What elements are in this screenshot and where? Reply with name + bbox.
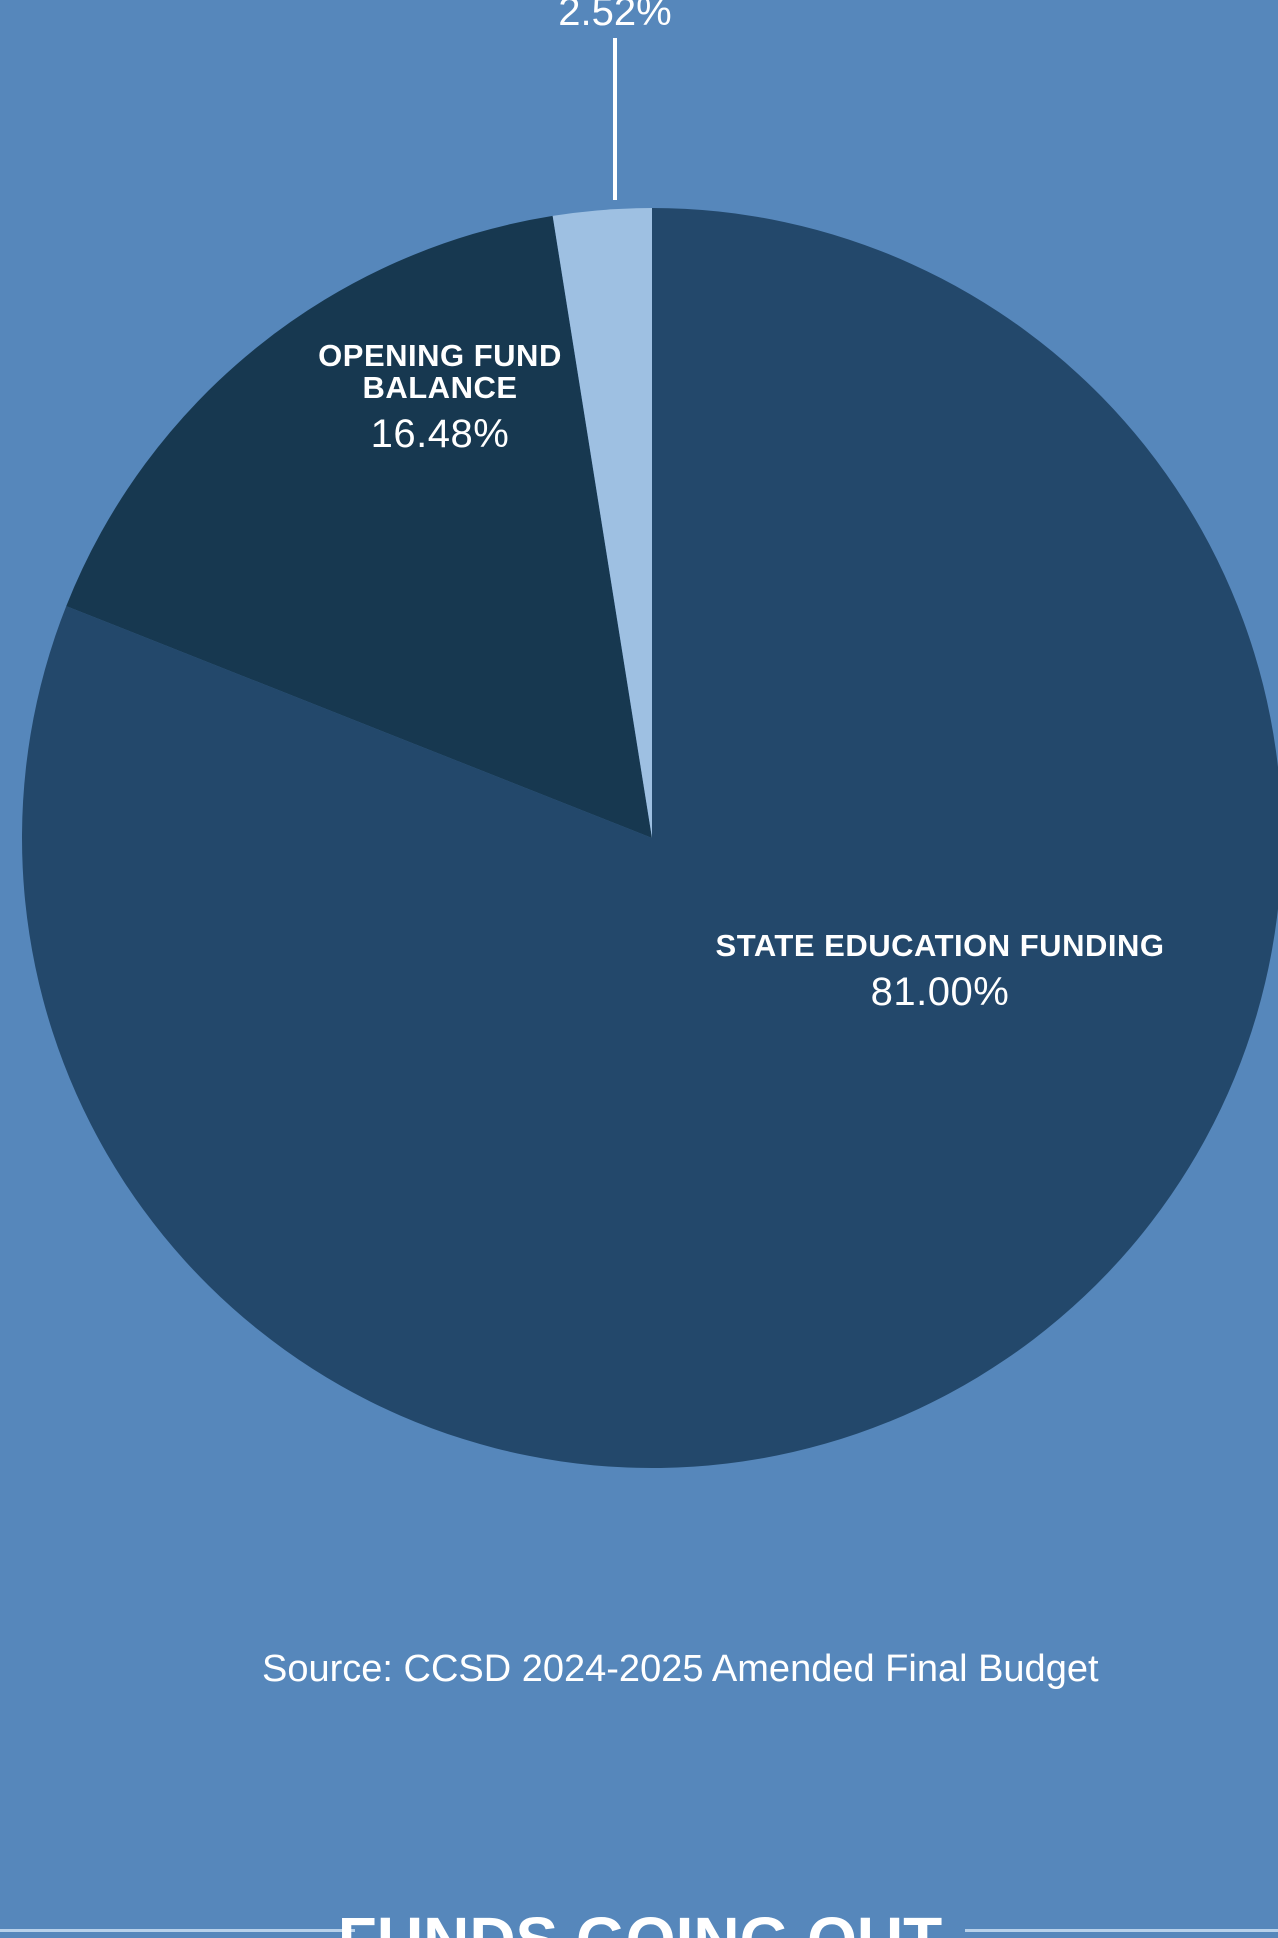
slice-label-state-education-funding: STATE EDUCATION FUNDING 81.00% — [690, 930, 1190, 1016]
pie-slice-opening-fund-balance — [66, 215, 652, 838]
next-section-heading: FUNDS GOING OUT — [320, 1905, 960, 1938]
pie-slice-state-education-funding — [22, 208, 1278, 1468]
slice-name-opening-fund-balance: OPENING FUND BALANCE — [318, 338, 562, 405]
slice-value-state-education-funding: 81.00% — [870, 970, 1010, 1014]
pie-slices — [22, 208, 1278, 1468]
slice-value-other: 2.52% — [558, 0, 672, 34]
section-rule-left — [0, 1929, 355, 1932]
pie-chart — [22, 38, 1278, 1468]
slice-name-state-education-funding: STATE EDUCATION FUNDING — [715, 928, 1165, 963]
source-note: Source: CCSD 2024-2025 Amended Final Bud… — [262, 1648, 1099, 1690]
section-rule-right — [965, 1929, 1278, 1932]
slice-value-opening-fund-balance: 16.48% — [370, 412, 510, 456]
pie-slice-other — [552, 208, 652, 838]
slice-label-opening-fund-balance: OPENING FUND BALANCE 16.48% — [290, 340, 590, 458]
